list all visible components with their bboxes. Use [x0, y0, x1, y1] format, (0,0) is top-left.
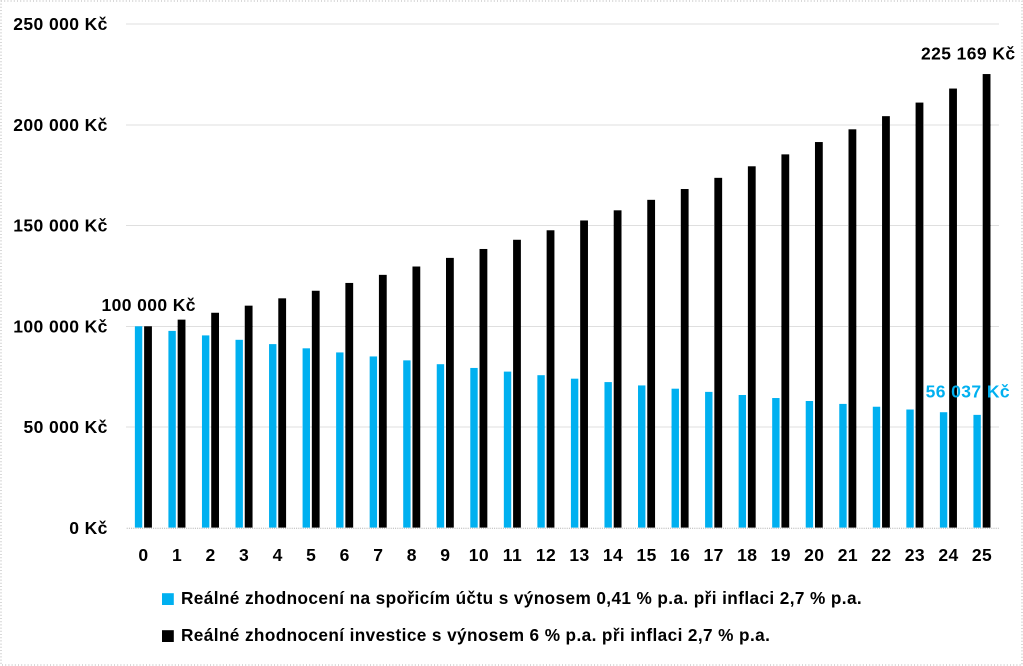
svg-text:13: 13 [569, 545, 589, 565]
svg-text:23: 23 [905, 545, 925, 565]
svg-text:Reálné zhodnocení investice s: Reálné zhodnocení investice s výnosem 6 … [181, 625, 770, 645]
svg-text:14: 14 [603, 545, 623, 565]
svg-text:100 000 Kč: 100 000 Kč [101, 295, 196, 315]
svg-text:19: 19 [771, 545, 791, 565]
svg-text:24: 24 [938, 545, 958, 565]
svg-text:200 000 Kč: 200 000 Kč [13, 115, 108, 135]
svg-text:Reálné zhodnocení na spořicím: Reálné zhodnocení na spořicím účtu s výn… [181, 588, 862, 608]
svg-text:3: 3 [239, 545, 249, 565]
svg-text:16: 16 [670, 545, 690, 565]
svg-text:10: 10 [469, 545, 489, 565]
svg-text:250 000 Kč: 250 000 Kč [13, 14, 108, 34]
svg-text:22: 22 [871, 545, 891, 565]
svg-text:15: 15 [636, 545, 656, 565]
svg-text:1: 1 [172, 545, 182, 565]
svg-text:12: 12 [536, 545, 556, 565]
svg-text:18: 18 [737, 545, 757, 565]
svg-text:5: 5 [306, 545, 316, 565]
svg-text:20: 20 [804, 545, 824, 565]
svg-text:21: 21 [838, 545, 858, 565]
svg-text:9: 9 [440, 545, 450, 565]
svg-text:50 000 Kč: 50 000 Kč [23, 417, 107, 437]
svg-text:56 037 Kč: 56 037 Kč [926, 381, 1010, 401]
svg-text:0 Kč: 0 Kč [69, 518, 108, 538]
svg-text:25: 25 [972, 545, 992, 565]
svg-text:2: 2 [205, 545, 215, 565]
svg-text:150 000 Kč: 150 000 Kč [13, 216, 108, 236]
svg-text:0: 0 [138, 545, 148, 565]
svg-text:11: 11 [503, 545, 522, 565]
svg-text:6: 6 [340, 545, 350, 565]
svg-text:7: 7 [373, 545, 383, 565]
svg-text:8: 8 [407, 545, 417, 565]
svg-text:4: 4 [273, 545, 283, 565]
svg-text:225 169 Kč: 225 169 Kč [921, 43, 1016, 63]
svg-text:100 000 Kč: 100 000 Kč [13, 316, 108, 336]
svg-text:17: 17 [704, 545, 724, 565]
